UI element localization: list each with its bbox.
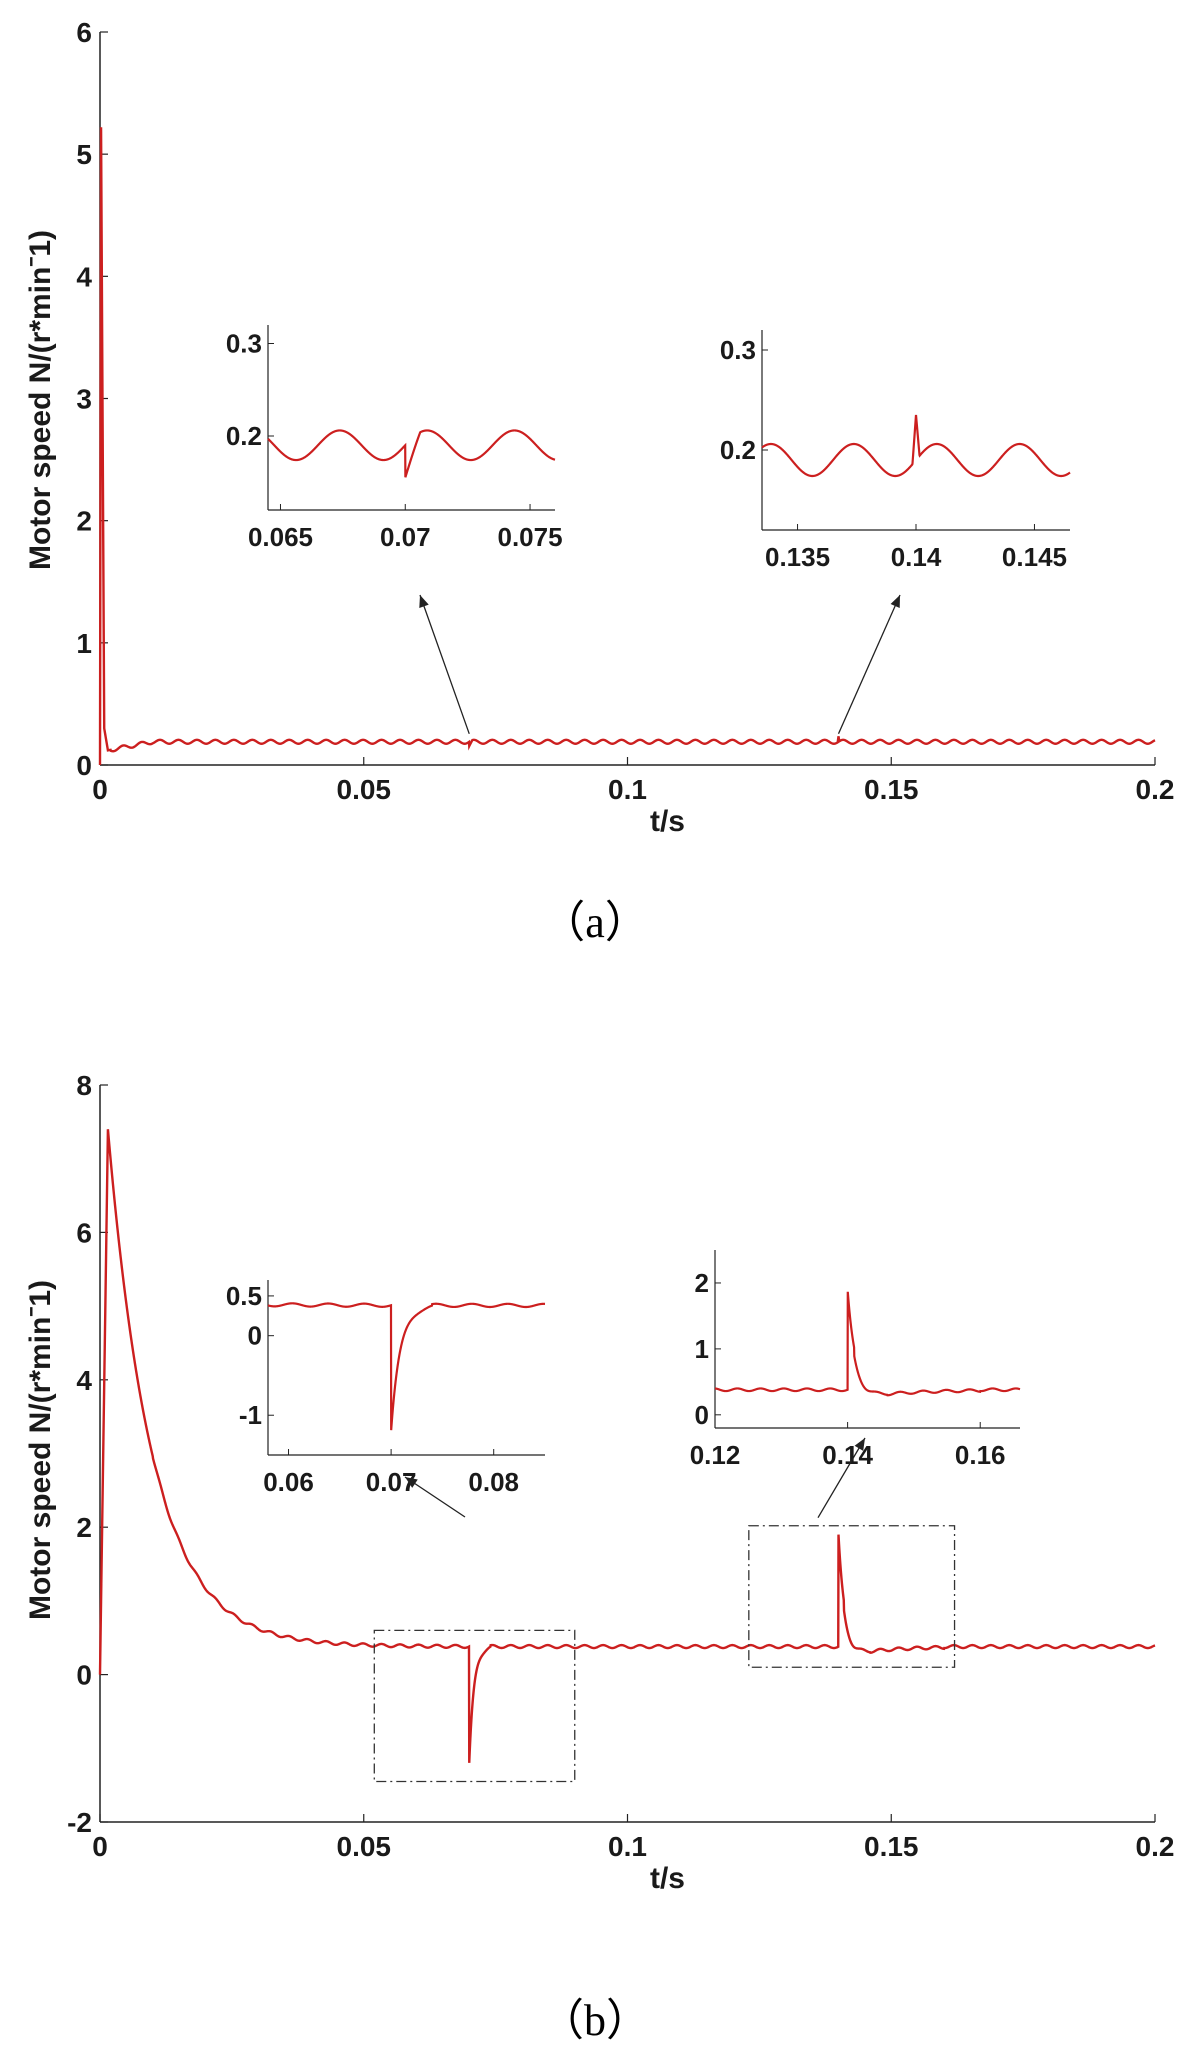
panel-b-inset-xtick-label: 0.06 bbox=[263, 1467, 314, 1497]
panel-b-series-line bbox=[98, 1129, 1156, 1763]
panel-b-xtick-label: 0.2 bbox=[1136, 1831, 1175, 1862]
panel-b-x-axis-label: t/s bbox=[650, 1862, 685, 1895]
panel-a-caption: （a） bbox=[541, 898, 649, 947]
panel-a-y-axis-label: Motor speed N/(r*minˉ1) bbox=[24, 230, 57, 570]
panel-b-inset-ytick-label: 0 bbox=[695, 1400, 709, 1430]
panel-b-caption: （b） bbox=[540, 1996, 650, 2045]
panel-a-arrow-1-head bbox=[419, 595, 429, 608]
panel-b-arrow-2 bbox=[817, 1437, 866, 1519]
panel-b-ytick-label: 0 bbox=[76, 1660, 92, 1691]
panel-b-inset-xtick-label: 0.14 bbox=[822, 1440, 873, 1470]
panel-b-ytick-label: 8 bbox=[76, 1070, 92, 1101]
panel-b-inset-ytick-label: 0 bbox=[248, 1321, 262, 1351]
panel-a-inset-ytick-label: 0.3 bbox=[720, 335, 756, 365]
panel-b-inset-xtick-label: 0.16 bbox=[955, 1440, 1006, 1470]
panel-a-ytick-label: 6 bbox=[76, 17, 92, 48]
panel-b-ytick-label: 4 bbox=[76, 1365, 92, 1396]
panel-b-zoom-box-2 bbox=[748, 1525, 956, 1668]
panel-a-inset-xtick-label: 0.07 bbox=[380, 522, 431, 552]
panel-b-arrow-1 bbox=[404, 1476, 466, 1518]
panel-a-inset-xtick-label: 0.135 bbox=[765, 542, 830, 572]
panel-b-inset-xtick-label: 0.07 bbox=[366, 1467, 417, 1497]
panel-a-axes: 0 1 2 3 4 5 6 0 0.05 0.1 0.15 0.2 t/s Motor speed N/(… bbox=[24, 17, 1174, 838]
panel-b-inset-xtick-label: 0.08 bbox=[468, 1467, 519, 1497]
panel-a-arrow-2-head bbox=[890, 595, 900, 608]
panel-b-inset-ytick-label: 0.5 bbox=[226, 1281, 262, 1311]
panel-a-inset-xtick-label: 0.14 bbox=[891, 542, 942, 572]
panel-a-inset-ytick-label: 0.2 bbox=[226, 421, 262, 451]
panel-a-chart: 0 1 2 3 4 5 6 0 0.05 0.1 0.15 0.2 t/s Motor speed N/(… bbox=[24, 17, 1174, 947]
panel-b-ytick-label: 6 bbox=[76, 1217, 92, 1248]
panel-b-zoom-box-1 bbox=[373, 1629, 576, 1783]
panel-a-ytick-label: 1 bbox=[76, 628, 92, 659]
panel-a-inset-xtick-label: 0.065 bbox=[248, 522, 313, 552]
panel-a-ytick-label: 3 bbox=[76, 384, 92, 415]
panel-a-ytick-label: 0 bbox=[76, 750, 92, 781]
inset-a1: 0.2 0.3 0.065 0.07 0.075 bbox=[226, 325, 563, 552]
inset-a2: 0.2 0.3 0.135 0.14 0.145 bbox=[720, 330, 1071, 572]
panel-a-x-axis-label: t/s bbox=[650, 805, 685, 838]
panel-a-inset-series-line bbox=[761, 414, 1071, 478]
panel-b-inset-ytick-label: 1 bbox=[695, 1334, 709, 1364]
panel-b-inset-ytick-label: 2 bbox=[695, 1268, 709, 1298]
panel-a-arrow-2 bbox=[837, 594, 901, 735]
panel-a-inset-series-line bbox=[267, 429, 556, 478]
panel-a-inset-xtick-label: 0.145 bbox=[1002, 542, 1067, 572]
panel-a-series-line bbox=[98, 127, 1156, 766]
panel-a-xtick-label: 0.2 bbox=[1136, 774, 1175, 805]
panel-b-xtick-label: 0.1 bbox=[608, 1831, 647, 1862]
panel-a-inset-ytick-label: 0.2 bbox=[720, 435, 756, 465]
panel-b-inset-series-line bbox=[267, 1302, 546, 1431]
panel-b-xtick-label: 0.05 bbox=[337, 1831, 392, 1862]
panel-a-inset-ytick-label: 0.3 bbox=[226, 329, 262, 359]
panel-b-inset-ytick-label: -1 bbox=[239, 1400, 262, 1430]
panel-b-inset-xtick-label: 0.12 bbox=[690, 1440, 741, 1470]
panel-b-inset-series-line bbox=[714, 1291, 1021, 1397]
panel-a-insets: 0.2 0.3 0.065 0.07 0.075 0.2 0.3 0.135 0.14 0.145 bbox=[226, 325, 1071, 735]
panel-a-arrow-1 bbox=[419, 594, 470, 735]
panel-b-xtick-label: 0.15 bbox=[864, 1831, 919, 1862]
panel-b-insets: -1 0 0.5 0.06 0.07 0.08 0 1 2 0.12 0.14 0.16 bbox=[226, 1250, 1021, 1783]
panel-b-xtick-label: 0 bbox=[92, 1831, 108, 1862]
panel-b-ytick-label: -2 bbox=[67, 1807, 92, 1838]
panel-a-inset-xtick-label: 0.075 bbox=[498, 522, 563, 552]
panel-a-xtick-label: 0.1 bbox=[608, 774, 647, 805]
panel-a-xtick-label: 0 bbox=[92, 774, 108, 805]
panel-b-arrow-1-head bbox=[405, 1477, 418, 1488]
panel-a-xtick-label: 0.15 bbox=[864, 774, 919, 805]
panel-a-xtick-label: 0.05 bbox=[337, 774, 392, 805]
inset-b2: 0 1 2 0.12 0.14 0.16 bbox=[690, 1250, 1021, 1470]
panel-b-y-axis-label: Motor speed N/(r*minˉ1) bbox=[24, 1280, 57, 1620]
panel-b-ytick-label: 2 bbox=[76, 1512, 92, 1543]
inset-b1: -1 0 0.5 0.06 0.07 0.08 bbox=[226, 1280, 546, 1497]
panel-a-ytick-label: 2 bbox=[76, 506, 92, 537]
panel-a-ytick-label: 5 bbox=[76, 139, 92, 170]
panel-a-ytick-label: 4 bbox=[76, 261, 92, 292]
panel-b-arrow-2-head bbox=[854, 1438, 865, 1451]
